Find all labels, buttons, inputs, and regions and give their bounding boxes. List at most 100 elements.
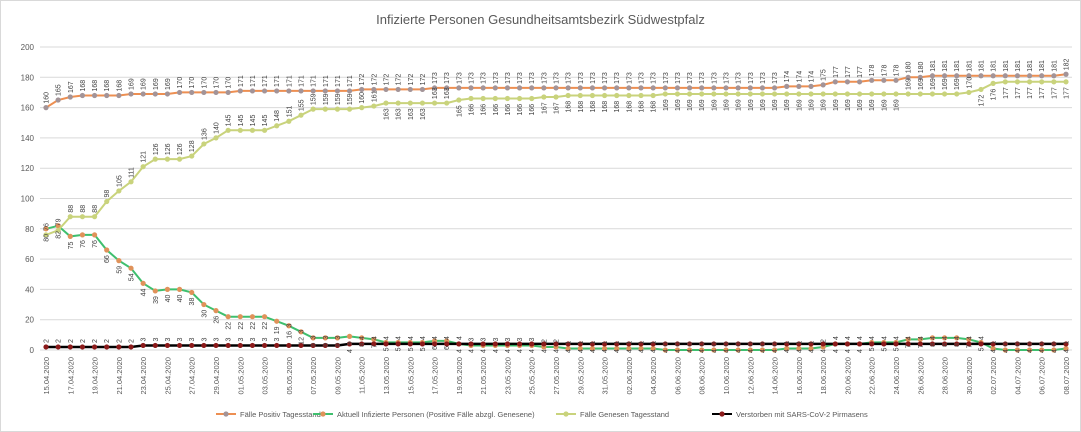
data-point [261,314,268,320]
data-label: 0 [675,342,682,346]
data-point [55,97,61,103]
data-label: 0 [687,342,694,346]
data-label: 145 [226,115,233,127]
legend-label: Aktuell Infizierte Personen (Positive Fä… [337,410,535,419]
data-label: 167 [68,81,75,93]
data-label: 128 [189,140,196,152]
data-point [310,342,316,349]
data-point [298,112,304,118]
data-point [626,345,632,352]
data-point [978,341,984,347]
data-point [419,100,426,106]
data-point [929,73,936,79]
data-label: 172 [979,95,986,107]
data-label: 3 [238,337,245,341]
data-point [686,347,693,353]
data-point [747,341,753,347]
x-tick-label: 01.05.2020 [236,357,245,395]
data-point [176,89,183,96]
data-label: 169 [833,99,840,111]
data-label: 159 [311,93,318,105]
data-point [1051,347,1057,353]
data-point [91,344,98,350]
data-point [1002,73,1008,79]
data-point [856,79,863,85]
data-point [128,265,134,271]
data-point [553,94,559,100]
data-label: 173 [432,72,439,84]
data-point [601,345,608,352]
legend-label: Fälle Genesen Tagesstand [580,410,669,419]
data-point [1063,345,1069,352]
data-point [529,85,535,91]
data-point [1026,79,1033,85]
data-point [504,341,511,347]
data-point [589,92,596,99]
y-tick-label: 140 [21,134,35,143]
x-tick-label: 15.04.2020 [42,357,51,395]
data-point [674,341,681,347]
data-point [832,91,838,97]
data-label: 7 [918,344,925,348]
data-point [638,92,644,99]
data-point [844,341,851,347]
data-label: 4 [651,349,658,353]
x-tick-label: 27.04.2020 [188,357,197,395]
x-tick-label: 13.05.2020 [382,357,391,395]
data-label: 173 [748,72,755,84]
x-tick-label: 04.06.2020 [649,357,658,395]
data-point [735,91,741,97]
data-point [176,342,183,349]
data-label: 1 [784,340,791,344]
data-label: 168 [590,101,597,113]
data-label: 173 [554,72,561,84]
data-point [881,77,887,83]
data-point [966,73,972,79]
data-label: 173 [505,72,512,84]
data-label: 159 [335,93,342,105]
data-label: 40 [165,295,172,303]
data-label: 168 [639,101,646,113]
data-point [917,336,923,342]
data-point [735,85,741,91]
data-point [699,341,705,347]
data-point [152,91,158,97]
data-label: 180 [906,62,913,74]
data-label: 169 [724,99,731,111]
data-label: 4 [371,336,378,340]
data-point [43,105,49,111]
data-label: 82 [56,231,63,239]
data-point [480,341,486,347]
data-point [261,127,268,133]
data-label: 4 [408,336,415,340]
data-label: 175 [821,69,828,81]
data-label: 3 [529,337,536,341]
data-label: 169 [845,99,852,111]
data-point [589,345,596,352]
data-label: 172 [408,74,415,86]
data-point [601,92,608,99]
data-label: 4 [639,349,646,353]
data-point [419,341,426,347]
data-label: 0 [1003,342,1010,346]
x-tick-label: 10.06.2020 [722,357,731,395]
data-point [116,188,122,194]
data-label: 88 [80,205,87,213]
data-label: 8 [359,343,366,347]
data-label: 4 [809,349,816,353]
data-label: 171 [286,75,293,87]
data-point [431,85,438,91]
data-point [371,341,377,347]
data-point [201,301,207,308]
data-point [881,91,887,97]
data-label: 169 [918,78,925,90]
data-label: 0 [663,342,670,346]
x-tick-label: 06.07.2020 [1038,357,1047,395]
x-tick-label: 28.06.2020 [941,357,950,395]
data-point [686,341,693,347]
data-label: 165 [56,84,63,96]
data-label: 167 [541,102,548,114]
data-label: 171 [323,75,330,87]
data-label: 4 [590,349,597,353]
data-label: 169 [736,99,743,111]
